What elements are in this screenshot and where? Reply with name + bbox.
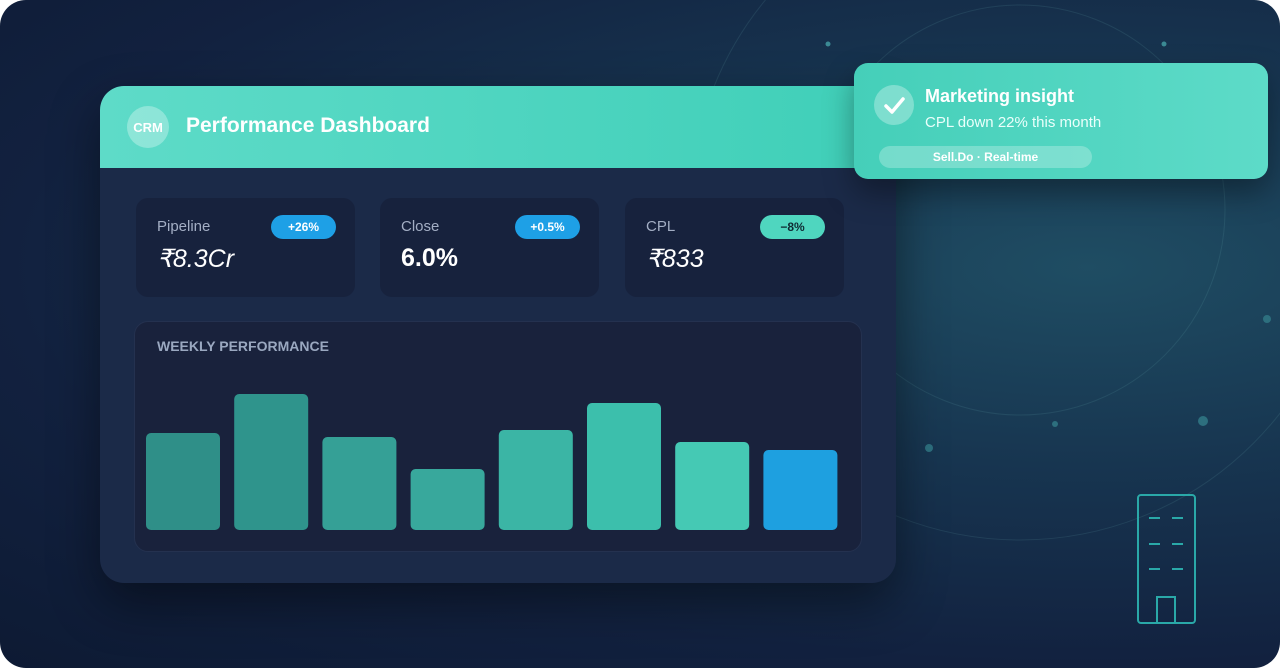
kpi-value: ₹833 — [646, 245, 704, 273]
bar — [675, 442, 750, 530]
bar — [146, 433, 220, 530]
logo: CRM — [127, 106, 169, 148]
chart-title: WEEKLY PERFORMANCE — [157, 338, 329, 354]
kpi-label: Close — [401, 218, 440, 235]
notification-text: CPL down 22% this month — [925, 114, 1102, 131]
kpi-badge: +0.5% — [515, 215, 580, 239]
chart — [146, 394, 838, 530]
bar — [587, 403, 661, 530]
kpi-card: Pipeline ₹8.3Cr +26% — [136, 198, 355, 297]
notification-tag: Sell.Do · Real-time — [879, 146, 1092, 168]
check-icon — [874, 85, 914, 125]
bar — [322, 437, 397, 530]
kpi-badge: −8% — [760, 215, 825, 239]
kpi-badge: +26% — [271, 215, 336, 239]
kpi-label: Pipeline — [157, 218, 211, 235]
bar — [234, 394, 309, 530]
kpi-card: Close 6.0% +0.5% — [380, 198, 599, 297]
bar — [763, 450, 838, 530]
chart-card: WEEKLY PERFORMANCE — [134, 321, 862, 552]
kpi-label: CPL — [646, 218, 676, 235]
title: Performance Dashboard — [186, 114, 430, 137]
kpi-card: CPL ₹833 −8% — [625, 198, 844, 297]
dashboard-card: CRM Performance Dashboard Pipeline ₹8.3C… — [100, 86, 896, 583]
header: CRM Performance Dashboard — [100, 86, 896, 168]
kpi-value: ₹8.3Cr — [157, 245, 235, 273]
kpi-value: 6.0% — [401, 244, 458, 272]
bar — [410, 469, 485, 530]
notification: Marketing insight CPL down 22% this mont… — [854, 63, 1268, 179]
bar — [498, 430, 573, 530]
notification-title: Marketing insight — [925, 86, 1075, 106]
